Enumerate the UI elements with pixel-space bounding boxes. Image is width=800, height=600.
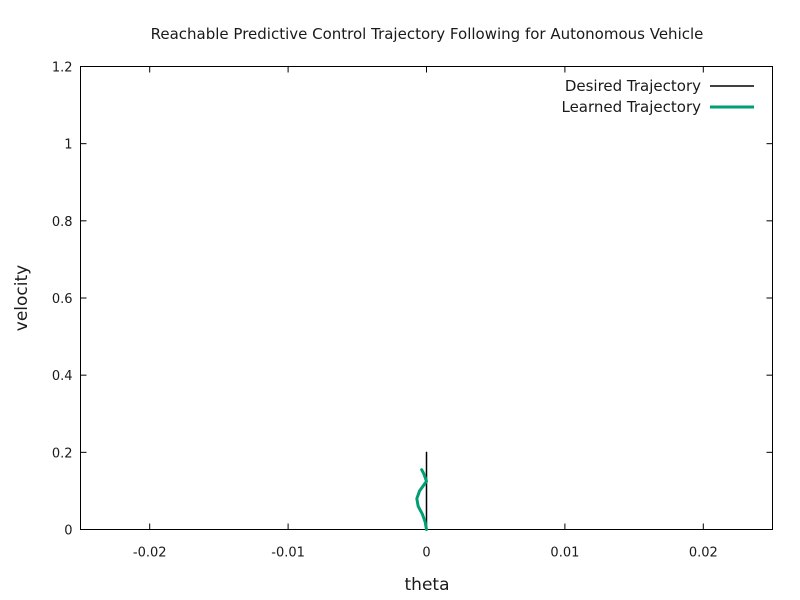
y-tick-label: 0.4 (52, 369, 73, 384)
x-tick-label: 0.01 (550, 546, 579, 561)
x-tick-label: -0.02 (133, 546, 167, 561)
series-layer (415, 451, 428, 531)
legend: Desired Trajectory Learned Trajectory (561, 77, 754, 116)
axis-tick-labels: -0.02 -0.01 0 0.01 0.02 0 0.2 0.4 0.6 0.8 1 1.2 (52, 61, 718, 561)
x-tick-label: 0.02 (689, 546, 718, 561)
legend-label: Desired Trajectory (565, 77, 701, 95)
x-tick-label: -0.01 (271, 546, 305, 561)
series-line-learned (415, 468, 428, 531)
axis-ticks (80, 66, 773, 530)
y-tick-label: 0 (64, 524, 72, 539)
y-axis-label: velocity (12, 265, 32, 331)
y-tick-label: 1 (64, 138, 72, 153)
chart-title: Reachable Predictive Control Trajectory … (151, 25, 704, 43)
y-tick-label: 1.2 (52, 61, 73, 76)
x-axis-label: theta (405, 575, 450, 595)
y-tick-label: 0.8 (52, 215, 73, 230)
y-tick-label: 0.6 (52, 292, 73, 307)
y-tick-label: 0.2 (52, 446, 73, 461)
legend-label: Learned Trajectory (561, 98, 701, 116)
x-tick-label: 0 (422, 546, 430, 561)
